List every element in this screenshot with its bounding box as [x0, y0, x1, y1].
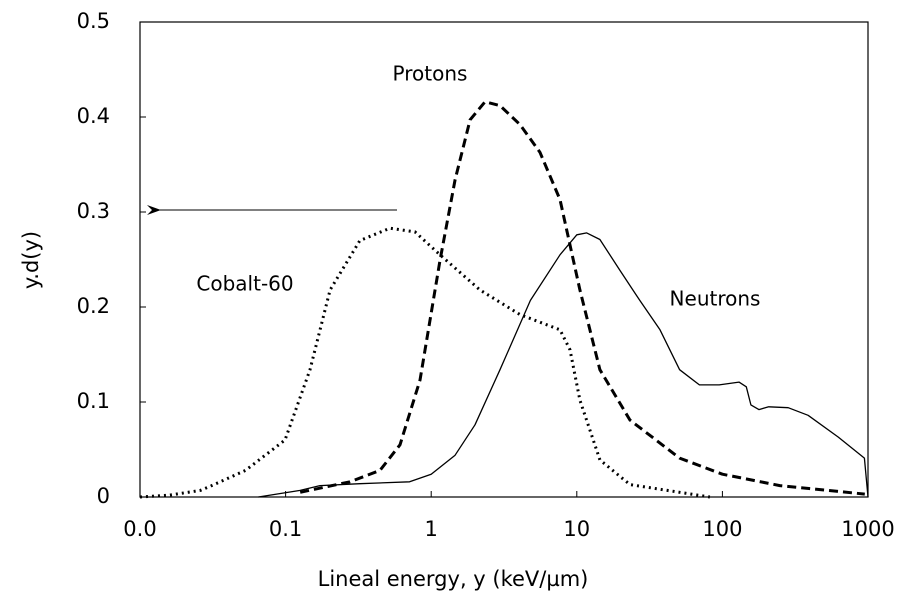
series-label: Neutrons [670, 287, 761, 311]
y-axis-label: y.d(y) [19, 231, 43, 289]
series-line [299, 100, 865, 496]
y-tick-label: 0.5 [77, 9, 110, 33]
y-tick-label: 0.2 [77, 294, 110, 318]
series-label: Protons [393, 62, 468, 86]
x-tick-label: 1 [425, 517, 438, 541]
y-tick-label: 0 [97, 484, 110, 508]
x-tick-label: 0.1 [269, 517, 302, 541]
series-label: Cobalt-60 [196, 272, 293, 296]
x-axis-label: Lineal energy, y (keV/µm) [318, 567, 589, 591]
x-tick-label: 10 [563, 517, 590, 541]
y-tick-label: 0.4 [77, 104, 110, 128]
x-tick-label: 0.0 [123, 517, 156, 541]
x-tick-label: 100 [702, 517, 742, 541]
series-line [258, 232, 869, 498]
series-line [139, 226, 711, 499]
x-tick-label: 1000 [841, 517, 894, 541]
y-tick-label: 0.3 [77, 199, 110, 223]
y-tick-label: 0.1 [77, 389, 110, 413]
plot-frame [139, 21, 869, 498]
